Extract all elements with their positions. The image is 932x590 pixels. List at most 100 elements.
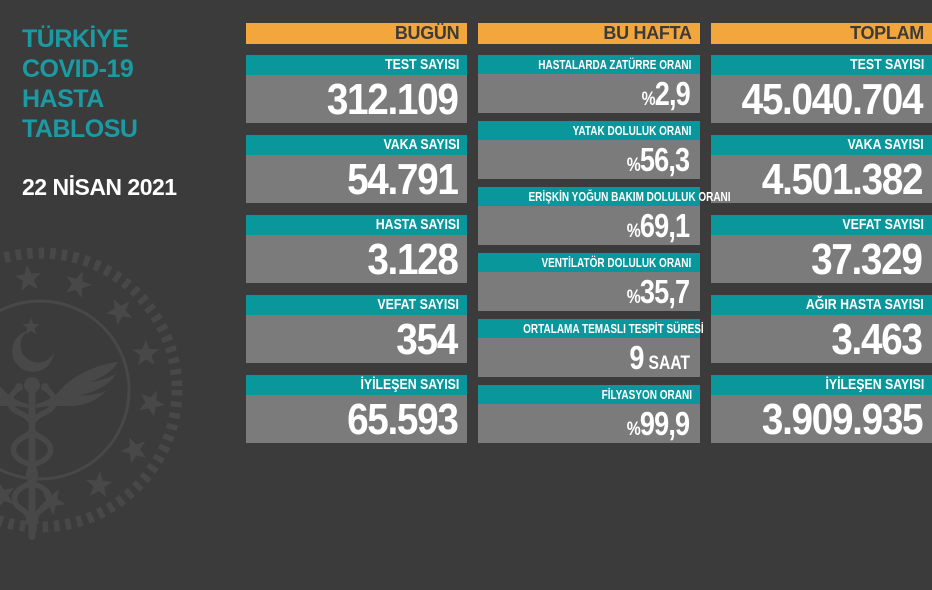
stat-value-text: 3.463 <box>831 315 924 371</box>
stat-value: 9 SAAT <box>478 338 700 377</box>
stat-label: FİLYASYON ORANI <box>478 385 700 404</box>
stat-label: ORTALAMA TEMASLI TESPİT SÜRESİ <box>478 319 704 338</box>
stat-block: HASTALARDA ZATÜRRE ORANI %2,9 <box>478 55 700 113</box>
column-header: BUGÜN <box>246 23 468 44</box>
stat-value: 3.128 <box>246 235 468 284</box>
stat-value-prefix: % <box>627 155 641 176</box>
column-header: BU HAFTA <box>478 23 700 44</box>
stat-value-number: 99,9 <box>640 405 690 442</box>
stat-value-suffix: SAAT <box>648 353 690 374</box>
stat-value-number: 37.329 <box>811 235 923 284</box>
stat-label: HASTALARDA ZATÜRRE ORANI <box>478 55 700 74</box>
stat-label-text: İYİLEŞEN SAYISI <box>360 377 460 393</box>
health-ministry-logo-icon <box>0 247 183 540</box>
stat-label-text: AĞIR HASTA SAYISI <box>805 297 924 313</box>
stat-column: TOPLAM TEST SAYISI 45.040.704 VAKA SAYISI 4.… <box>710 23 932 455</box>
stat-value-text: %35,7 <box>627 272 690 318</box>
stat-block: AĞIR HASTA SAYISI 3.463 <box>710 295 932 364</box>
stat-value: %56,3 <box>478 140 700 179</box>
page-title: TÜRKİYE COVID-19 HASTA TABLOSU <box>22 24 240 144</box>
title-line: TÜRKİYE <box>22 25 129 53</box>
stat-value-text: 65.593 <box>346 395 459 451</box>
stat-value: %35,7 <box>478 272 700 311</box>
stat-value-number: 3.909.935 <box>761 395 924 444</box>
stat-label: VAKA SAYISI <box>710 135 932 155</box>
stat-value: 354 <box>246 315 468 364</box>
stat-label-text: ERİŞKİN YOĞUN BAKIM DOLULUK ORANI <box>528 190 731 204</box>
stat-label: TEST SAYISI <box>246 55 468 75</box>
stat-value-text: 37.329 <box>811 235 923 291</box>
stat-block: VAKA SAYISI 4.501.382 <box>710 135 932 204</box>
stat-value-prefix: % <box>641 89 655 110</box>
stat-label: YATAK DOLULUK ORANI <box>478 121 700 140</box>
stat-value-number: 312.109 <box>326 75 459 124</box>
stat-value-text: 312.109 <box>326 75 459 131</box>
stat-column: BUGÜN TEST SAYISI 312.109 VAKA SAYISI 54.791… <box>246 23 468 455</box>
sidebar: TÜRKİYE COVID-19 HASTA TABLOSU 22 NİSAN … <box>22 24 240 201</box>
stat-block: VEFAT SAYISI 354 <box>246 295 468 364</box>
stat-value-text: 3.909.935 <box>761 395 924 451</box>
logo-rope-border <box>0 247 183 533</box>
stat-value-text: 4.501.382 <box>761 155 924 211</box>
title-line: HASTA <box>22 85 104 113</box>
stat-block: İYİLEŞEN SAYISI 65.593 <box>246 375 468 444</box>
stat-label-text: YATAK DOLULUK ORANI <box>572 124 692 138</box>
stat-column: BU HAFTA HASTALARDA ZATÜRRE ORANI %2,9 YATA… <box>478 23 731 455</box>
stat-value: 54.791 <box>246 155 468 204</box>
stat-value-number: 56,3 <box>640 141 690 178</box>
stat-value-text: 54.791 <box>347 155 459 211</box>
column-header: TOPLAM <box>710 23 932 44</box>
stat-value-number: 354 <box>396 315 459 364</box>
stat-value-prefix: % <box>627 287 641 308</box>
logo-crescent-star <box>12 317 56 372</box>
stat-label-text: VEFAT SAYISI <box>842 217 924 233</box>
stat-value: 37.329 <box>710 235 932 284</box>
stat-label-text: VAKA SAYISI <box>383 137 460 153</box>
stat-value-text: 354 <box>396 315 459 371</box>
stat-value: 4.501.382 <box>710 155 932 204</box>
stat-label-text: VENTİLATÖR DOLULUK ORANI <box>541 256 692 270</box>
stat-value-number: 35,7 <box>640 273 690 310</box>
stat-value: 65.593 <box>246 395 468 444</box>
stat-block: HASTA SAYISI 3.128 <box>246 215 468 284</box>
stat-value-number: 4.501.382 <box>761 155 924 204</box>
stat-value-number: 9 <box>628 339 644 376</box>
stat-block: VAKA SAYISI 54.791 <box>246 135 468 204</box>
stat-label: VEFAT SAYISI <box>246 295 468 315</box>
stat-label: AĞIR HASTA SAYISI <box>710 295 932 315</box>
stat-label-text: HASTALARDA ZATÜRRE ORANI <box>538 58 692 72</box>
stat-block: VEFAT SAYISI 37.329 <box>710 215 932 284</box>
stat-label-text: VAKA SAYISI <box>847 137 924 153</box>
stat-block: VENTİLATÖR DOLULUK ORANI %35,7 <box>478 253 700 311</box>
stat-value-text: 45.040.704 <box>741 75 923 131</box>
covid-dashboard: TÜRKİYE COVID-19 HASTA TABLOSU 22 NİSAN … <box>0 23 932 540</box>
stat-value-text: %99,9 <box>627 404 690 450</box>
stat-value: %99,9 <box>478 404 700 443</box>
stat-value: %69,1 <box>478 206 700 245</box>
stat-label: VENTİLATÖR DOLULUK ORANI <box>478 253 700 272</box>
stat-label-text: FİLYASYON ORANI <box>601 388 692 402</box>
stats-grid: BUGÜN TEST SAYISI 312.109 VAKA SAYISI 54.791… <box>246 23 932 455</box>
stat-label-text: VEFAT SAYISI <box>377 297 460 313</box>
stat-block: TEST SAYISI 312.109 <box>246 55 468 124</box>
stat-block: TEST SAYISI 45.040.704 <box>710 55 932 124</box>
stat-block: FİLYASYON ORANI %99,9 <box>478 385 700 443</box>
stat-block: ORTALAMA TEMASLI TESPİT SÜRESİ 9 SAAT <box>478 319 704 377</box>
stat-label-text: TEST SAYISI <box>385 57 460 73</box>
stat-value: 3.909.935 <box>710 395 932 444</box>
stat-value-number: 65.593 <box>346 395 459 444</box>
stat-value-text: 9 SAAT <box>629 338 690 384</box>
title-line: COVID-19 <box>22 55 134 83</box>
stat-value: 3.463 <box>710 315 932 364</box>
stat-value: 312.109 <box>246 75 468 124</box>
stat-label: HASTA SAYISI <box>246 215 468 235</box>
stat-label-text: ORTALAMA TEMASLI TESPİT SÜRESİ <box>523 322 705 336</box>
stat-label: ERİŞKİN YOĞUN BAKIM DOLULUK ORANI <box>478 187 731 206</box>
stat-value-prefix: % <box>627 221 641 242</box>
stat-value-number: 3.463 <box>831 315 924 364</box>
stat-value-text: %56,3 <box>627 140 690 186</box>
stat-value-text: 3.128 <box>367 235 459 291</box>
stat-value-number: 3.128 <box>367 235 459 284</box>
stat-label-text: İYİLEŞEN SAYISI <box>825 377 924 393</box>
stat-label: İYİLEŞEN SAYISI <box>246 375 468 395</box>
